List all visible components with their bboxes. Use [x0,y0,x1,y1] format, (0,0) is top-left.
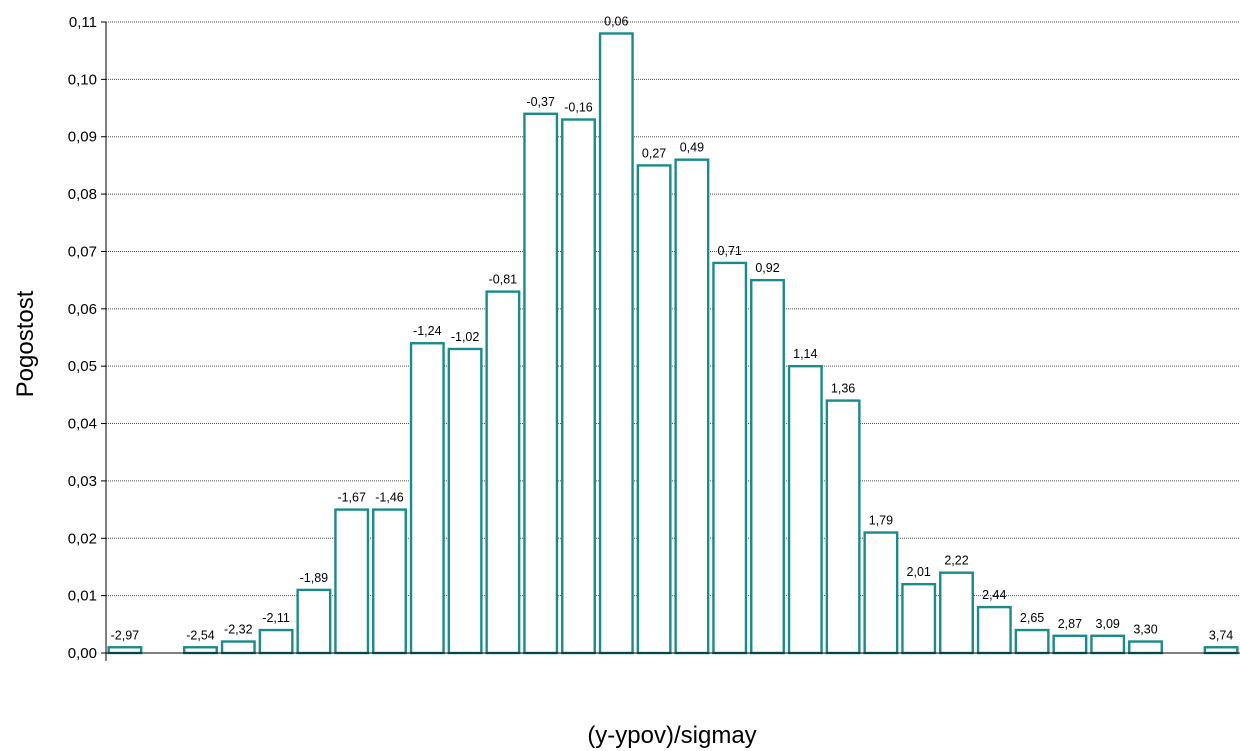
bar-data-label: -1,24 [413,324,442,338]
bar-data-label: 1,36 [831,382,855,396]
y-tick-label: 0,05 [68,358,97,375]
bar-data-label: 2,44 [982,588,1006,602]
bar [372,508,407,655]
bar-data-label: -2,11 [262,611,290,625]
y-axis-title: Pogostost [12,290,39,397]
bar-data-label: -2,97 [111,628,140,642]
y-tick-label: 0,01 [68,588,97,605]
y-tick-label: 0,02 [68,530,97,547]
bar [447,347,483,655]
bar [674,158,710,655]
bars [107,32,1239,655]
y-tick-labels: 0,00 0,01 0,02 0,03 0,04 0,05 0,06 0,07 0,08 0,09… [68,14,97,662]
bar-data-label: -1,02 [451,330,480,344]
bar-data-label: 0,92 [755,261,779,275]
bar-data-label: 2,65 [1020,611,1044,625]
bar [787,364,823,655]
bar-data-label: 2,87 [1058,617,1082,631]
bar [901,582,937,655]
bar-data-label: 3,30 [1133,623,1157,637]
bar-data-label: 3,09 [1096,617,1120,631]
bar [1128,640,1163,655]
bar [598,32,634,655]
y-tick-label: 0,09 [68,129,97,146]
bar [636,164,672,655]
y-tick-label: 0,10 [68,71,97,88]
bar [183,646,218,655]
y-tick-label: 0,07 [68,243,97,260]
bar [1203,646,1239,655]
bar-data-label: -0,16 [564,101,593,115]
y-tick-label: 0,11 [69,14,97,31]
y-tick-label: 0,04 [68,416,97,433]
bar [561,118,596,655]
bar [1052,634,1088,655]
bar [485,290,521,655]
bar-data-label: -2,32 [224,623,253,637]
bar-data-label: 3,74 [1209,628,1233,642]
y-tick-label: 0,00 [68,645,97,662]
y-tick-label: 0,03 [68,473,97,490]
bar [334,508,370,655]
bar [523,112,559,655]
bar [939,571,974,655]
data-labels: -2,97 -2,54 -2,32 -2,11 -1,89 -1,67 -1,46 -1,24… [111,14,1234,642]
x-axis-title: (y-ypov)/sigmay [587,722,756,749]
bar-data-label: 2,01 [907,565,931,579]
bar [1014,628,1050,655]
bar [258,628,294,655]
axes [101,21,1240,661]
bar-data-label: -1,89 [300,571,329,585]
bar-data-label: 0,49 [680,141,704,155]
bar [863,531,899,655]
bar [976,605,1012,655]
bar [1090,634,1126,655]
bar-data-label: 2,22 [944,554,968,568]
bar-data-label: 1,14 [793,347,817,361]
y-tick-label: 0,08 [68,186,97,203]
bar-data-label: 0,27 [642,146,666,160]
bar-data-label: 0,06 [604,14,628,28]
bar-data-label: -1,67 [337,491,366,505]
bar [107,646,143,655]
bar [712,261,748,655]
bar-data-label: -0,37 [526,95,555,109]
bar [750,278,785,655]
bar-data-label: 0,71 [718,244,742,258]
bar [825,399,861,655]
bar [296,588,332,655]
y-tick-label: 0,06 [68,301,97,318]
gridlines [106,21,1240,597]
bar [409,342,445,655]
bar [220,640,256,655]
bar-data-label: -2,54 [186,628,215,642]
bar-data-label: -1,46 [375,491,404,505]
bar-data-label: 1,79 [869,514,893,528]
bar-data-label: -0,81 [489,273,518,287]
